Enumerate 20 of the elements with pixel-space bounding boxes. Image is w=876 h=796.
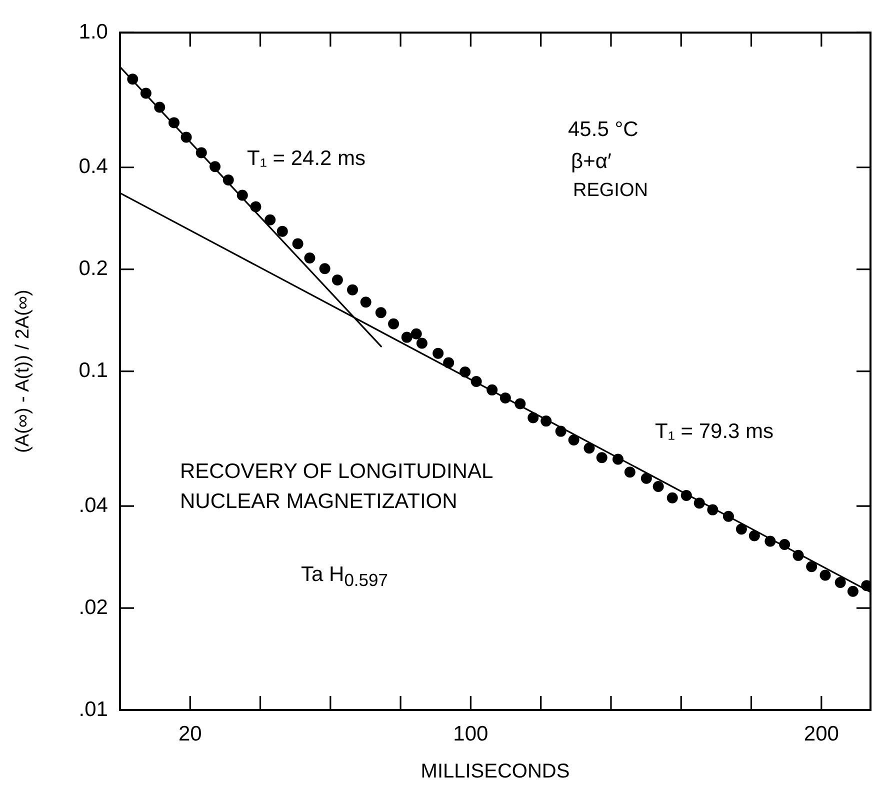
y-tick-label: 0.1 [78,359,108,382]
annotation: REGION [573,180,648,202]
annotation: 45.5 °C [568,118,638,142]
annotation: RECOVERY OF LONGITUDINAL [180,460,494,484]
annotation: T₁ = 24.2 ms [247,147,366,171]
annotation: Ta H$_{0.597}$ [301,563,388,592]
x-tick-label: 200 [804,722,839,746]
x-tick-label: 100 [453,722,488,746]
y-tick-label: 0.4 [78,155,108,178]
y-axis-title: (A(∞) - A(t)) / 2A(∞) [12,290,34,453]
annotation: NUCLEAR MAGNETIZATION [180,490,458,514]
y-tick-label: 0.2 [78,257,108,280]
annotation: β+α′ [571,150,612,174]
y-tick-label: .01 [78,698,108,721]
y-tick-label: 1.0 [78,20,108,44]
x-axis-title: MILLISECONDS [420,760,570,783]
annotation: T₁ = 79.3 ms [655,420,774,444]
y-tick-label: .04 [78,494,108,517]
y-tick-label: .02 [78,596,108,619]
x-tick-label: 20 [178,722,202,746]
